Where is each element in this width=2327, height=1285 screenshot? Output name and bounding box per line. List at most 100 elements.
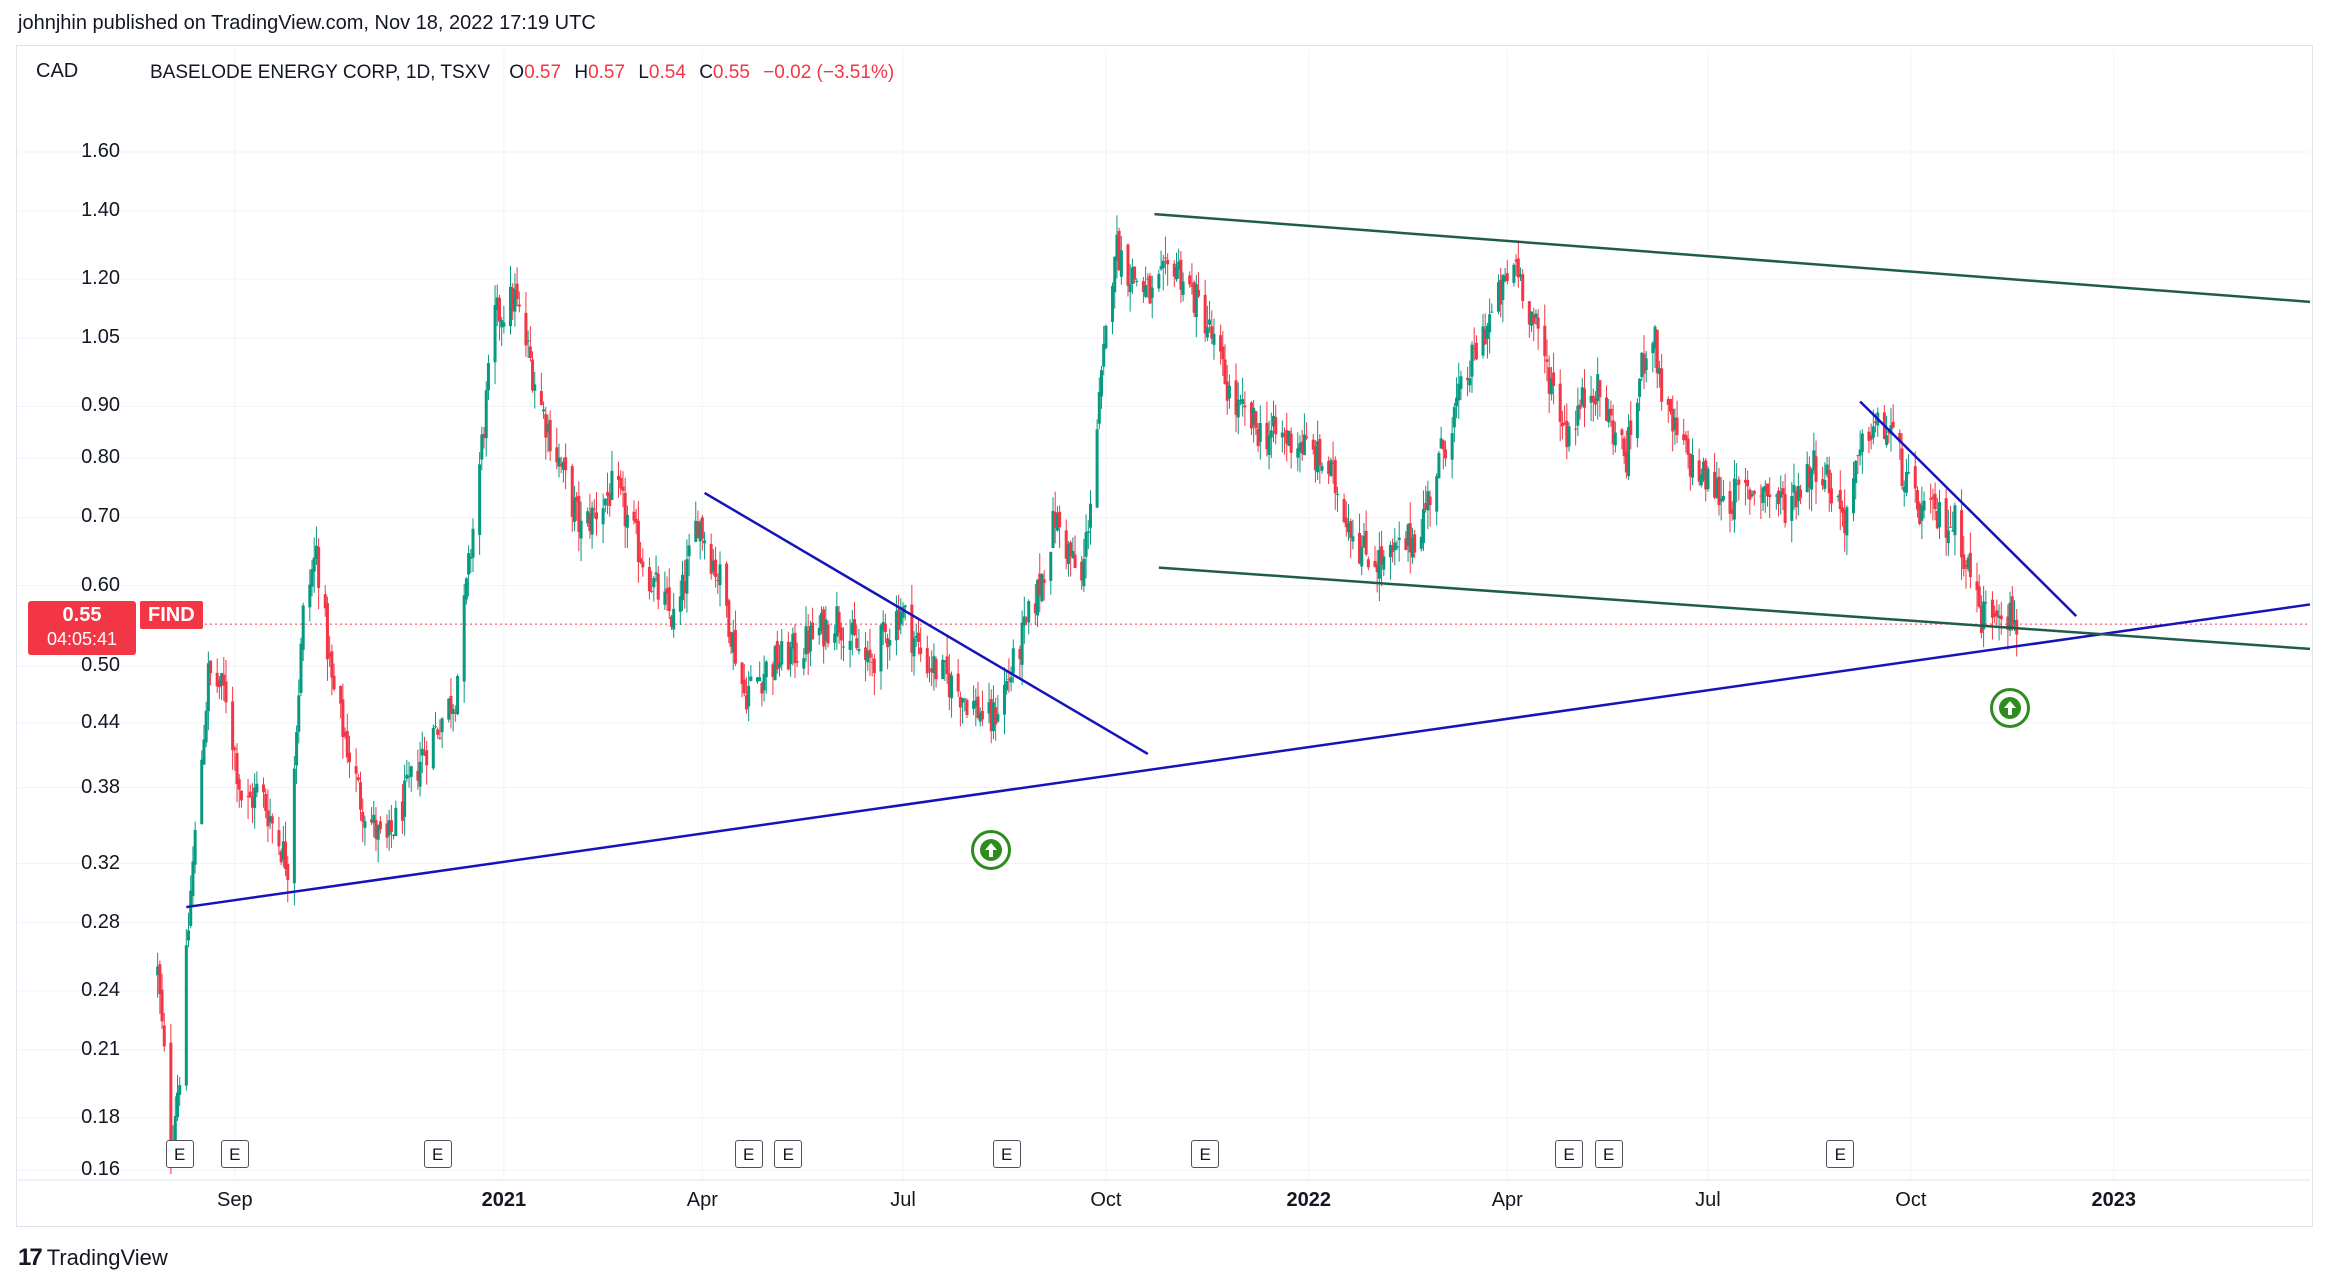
candle-body <box>237 779 241 790</box>
candle-body <box>1953 505 1957 536</box>
up-arrow-icon[interactable] <box>1990 687 2031 728</box>
candle-body <box>339 685 343 704</box>
symbol-line[interactable]: BASELODE ENERGY CORP, 1D, TSXV <box>150 62 491 83</box>
up-arrow-icon[interactable] <box>971 829 1012 870</box>
candle-body <box>343 731 347 737</box>
candle-body <box>1002 684 1006 715</box>
candle-body <box>1150 287 1154 298</box>
earnings-marker[interactable]: E <box>1594 1140 1623 1168</box>
candle-body <box>1130 267 1134 285</box>
candle-body <box>246 796 250 798</box>
candle-body <box>729 631 733 647</box>
candle-body <box>866 650 870 663</box>
candle-body <box>542 409 546 412</box>
candle-body <box>647 567 651 592</box>
candle-body <box>1715 478 1719 498</box>
candle-body <box>747 685 751 707</box>
candle-body <box>714 559 718 577</box>
candle-body <box>1316 441 1320 473</box>
candle-body <box>1671 408 1675 432</box>
publish-caption: johnjhin published on TradingView.com, N… <box>18 12 596 34</box>
candle-body <box>639 558 643 563</box>
candle-body <box>1838 490 1842 510</box>
candle-body <box>1373 561 1377 567</box>
candle-body <box>1949 526 1953 528</box>
close-value: 0.55 <box>712 62 750 83</box>
candle-body <box>1931 496 1935 499</box>
candle-body <box>1827 469 1831 494</box>
candle-body <box>687 545 691 557</box>
candle-body <box>284 841 288 870</box>
candle-body <box>559 463 563 467</box>
earnings-marker[interactable]: E <box>734 1140 763 1168</box>
candle-body <box>191 861 195 897</box>
earnings-marker[interactable]: E <box>423 1140 452 1168</box>
earnings-marker[interactable]: E <box>992 1140 1021 1168</box>
candle-body <box>1097 391 1101 424</box>
candle-body <box>1812 450 1816 471</box>
earnings-marker[interactable]: E <box>774 1140 803 1168</box>
candle-body <box>389 820 393 832</box>
candle-body <box>1033 603 1037 614</box>
candle-body <box>961 698 965 703</box>
candle-body <box>2008 602 2012 631</box>
candle-body <box>650 590 654 592</box>
earnings-marker[interactable]: E <box>1191 1140 1220 1168</box>
candle-body <box>1009 677 1013 683</box>
earnings-marker[interactable]: E <box>220 1140 249 1168</box>
candle-body <box>341 699 345 738</box>
candle-body <box>239 790 243 801</box>
candle-body <box>1840 507 1844 513</box>
candle-body <box>1027 601 1031 623</box>
candle-body <box>839 627 843 641</box>
candle-body <box>855 638 859 649</box>
candle-body <box>162 1025 166 1047</box>
candle-body <box>202 739 206 765</box>
candle-body <box>206 663 210 712</box>
earnings-marker[interactable]: E <box>165 1140 194 1168</box>
candle-body <box>158 964 162 995</box>
candle-body <box>669 616 673 627</box>
candle-body <box>1543 325 1547 357</box>
candle-body <box>295 732 299 766</box>
candle-body <box>1258 422 1262 442</box>
tradingview-logo[interactable]: 17 TradingView <box>18 1244 168 1272</box>
candle-body <box>1157 273 1161 289</box>
candle-body <box>160 989 164 1022</box>
candle-body <box>1018 649 1022 660</box>
candle-body <box>1982 601 1986 630</box>
candle-body <box>991 702 995 732</box>
candle-body <box>1624 451 1628 473</box>
candle-body <box>1283 433 1287 436</box>
candle-body <box>354 766 358 774</box>
y-tick-label: 0.70 <box>81 505 120 528</box>
green-channel-line <box>1158 566 2311 651</box>
candle-body <box>1790 496 1794 521</box>
candle-body <box>1135 280 1139 282</box>
earnings-marker[interactable]: E <box>1555 1140 1584 1168</box>
y-tick-label: 0.90 <box>81 394 120 417</box>
candle-body <box>709 544 713 574</box>
earnings-marker[interactable]: E <box>1826 1140 1855 1168</box>
candle-body <box>667 587 671 612</box>
candle-body <box>1377 549 1381 579</box>
candle-body <box>1194 284 1198 318</box>
candle-body <box>317 546 321 588</box>
candle-body <box>1382 556 1386 570</box>
candle-body <box>255 783 259 793</box>
candle-body <box>1737 479 1741 485</box>
candle-body <box>672 608 676 630</box>
candle-body <box>1728 491 1732 514</box>
candle-body <box>1593 398 1597 405</box>
candle-body <box>963 698 967 700</box>
candle-body <box>1774 495 1778 497</box>
candle-body <box>266 810 270 827</box>
candle-body <box>1082 558 1086 587</box>
candle-body <box>1272 415 1276 427</box>
x-tick-label: 2023 <box>2091 1189 2136 1211</box>
candle-body <box>1869 435 1873 440</box>
candle-body <box>1503 275 1507 282</box>
candle-body <box>1457 383 1461 401</box>
candle-body <box>1395 546 1399 548</box>
